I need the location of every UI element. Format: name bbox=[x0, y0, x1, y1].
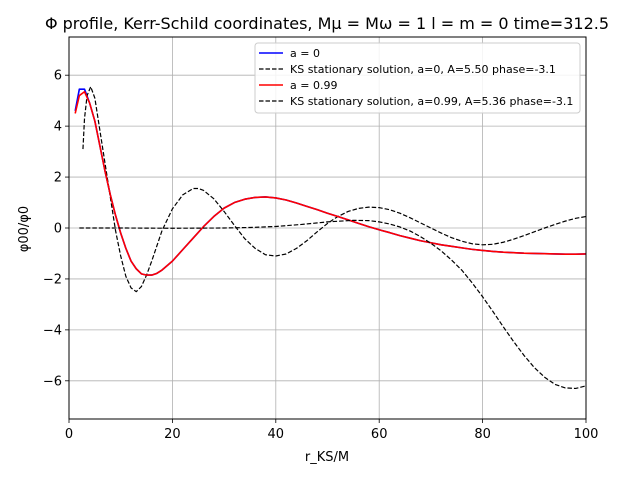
legend-label: a = 0.99 bbox=[290, 79, 337, 92]
y-tick-label: −2 bbox=[43, 272, 62, 287]
x-axis-label: r_KS/M bbox=[305, 450, 349, 465]
y-tick-label: −4 bbox=[43, 323, 62, 338]
y-tick-label: 2 bbox=[54, 171, 62, 186]
x-tick-label: 20 bbox=[164, 427, 181, 442]
x-tick-label: 40 bbox=[268, 427, 285, 442]
legend-label: a = 0 bbox=[290, 47, 320, 60]
x-tick-label: 0 bbox=[65, 427, 73, 442]
series-line-2 bbox=[82, 86, 586, 293]
axis-ticks: 0 20 40 60 80 100 −6 −4 −2 0 2 4 6 bbox=[43, 69, 599, 442]
x-tick-label: 100 bbox=[574, 427, 599, 442]
series-line-1 bbox=[74, 88, 586, 276]
series-line-4 bbox=[79, 219, 586, 390]
y-tick-label: 0 bbox=[54, 222, 62, 237]
legend-label: KS stationary solution, a=0, A=5.50 phas… bbox=[290, 63, 556, 76]
x-tick-label: 60 bbox=[371, 427, 388, 442]
legend-label: KS stationary solution, a=0.99, A=5.36 p… bbox=[290, 95, 573, 108]
y-tick-label: 6 bbox=[54, 69, 62, 84]
y-tick-label: −6 bbox=[43, 374, 62, 389]
series-line-3 bbox=[74, 90, 586, 276]
x-tick-label: 80 bbox=[474, 427, 491, 442]
chart-title: Φ profile, Kerr-Schild coordinates, Mμ =… bbox=[45, 14, 609, 33]
legend: a = 0 KS stationary solution, a=0, A=5.50… bbox=[254, 42, 581, 114]
legend-box bbox=[254, 42, 581, 114]
plot-frame bbox=[68, 36, 587, 420]
series-group bbox=[74, 86, 586, 390]
y-axis-label: φ00/φ0 bbox=[17, 206, 32, 252]
y-tick-label: 4 bbox=[54, 120, 62, 135]
